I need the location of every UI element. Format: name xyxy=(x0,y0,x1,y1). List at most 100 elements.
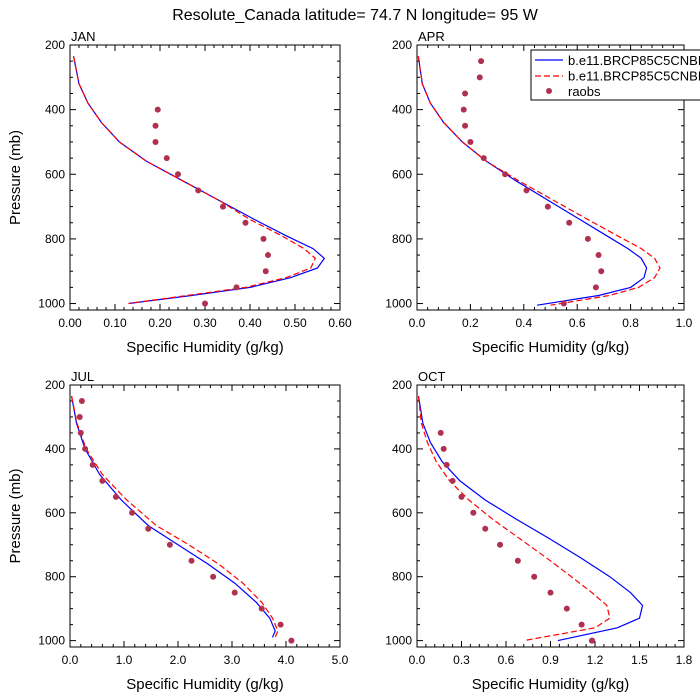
plot-frame xyxy=(416,384,685,648)
panel-jul: 0.0 1.0 2.0 3.0 4.0 5.0 200 400 600 800 1000 JUL Spe… xyxy=(7,369,349,693)
plot-frame xyxy=(69,384,341,648)
x-axis-label: Specific Humidity (g/kg) xyxy=(126,676,284,693)
x-tick-label: 0.10 xyxy=(103,316,127,330)
x-axis-label: Specific Humidity (g/kg) xyxy=(472,339,630,356)
y-tick-label: 200 xyxy=(45,378,65,392)
raobs-point xyxy=(544,203,551,210)
panel-label: JAN xyxy=(71,29,96,44)
x-axis-label: Specific Humidity (g/kg) xyxy=(126,339,284,356)
x-tick-label: 0.40 xyxy=(238,316,262,330)
y-tick-label: 400 xyxy=(45,103,65,117)
raobs-point xyxy=(592,284,599,291)
x-tick-label: 1.8 xyxy=(676,653,693,667)
plot-area xyxy=(417,56,661,307)
x-tick-label: 5.0 xyxy=(332,653,349,667)
plot-frame xyxy=(416,44,685,311)
plot-frame xyxy=(69,44,341,311)
x-tick-label: 1.2 xyxy=(587,653,604,667)
raobs-point xyxy=(77,429,84,436)
panel-label: APR xyxy=(418,29,445,44)
plot-area xyxy=(73,56,326,307)
raobs-point xyxy=(242,219,249,226)
raobs-point xyxy=(152,138,159,145)
panel-oct: 0.0 0.3 0.6 0.9 1.2 1.5 1.8 200 400 600 800 1000 OCT… xyxy=(385,369,692,693)
raobs-point xyxy=(78,397,85,404)
raobs-point xyxy=(595,252,602,259)
legend: b.e11.BRCP85C5CNBDRDb.e11.BRCP85C5CNBDRD… xyxy=(530,49,700,101)
raobs-point xyxy=(478,58,485,65)
y-axis-label: Pressure (mb) xyxy=(7,130,24,225)
raobs-point xyxy=(437,429,444,436)
legend-swatch-point xyxy=(546,88,552,94)
y-tick-label: 600 xyxy=(45,167,65,181)
raobs-point xyxy=(449,477,456,484)
series-line-solid xyxy=(417,396,644,642)
y-tick-label: 800 xyxy=(392,232,412,246)
raobs-point xyxy=(163,155,170,162)
figure-title: Resolute_Canada latitude= 74.7 N longitu… xyxy=(172,7,538,24)
raobs-point xyxy=(440,445,447,452)
legend-entry-label: raobs xyxy=(568,84,601,99)
x-tick-label: 0.3 xyxy=(453,653,470,667)
y-tick-label: 1000 xyxy=(38,634,65,648)
x-tick-label: 0.20 xyxy=(148,316,172,330)
raobs-point xyxy=(460,106,467,113)
y-tick-label: 600 xyxy=(392,506,412,520)
x-tick-label: 0.8 xyxy=(622,316,639,330)
raobs-point xyxy=(262,268,269,275)
raobs-point xyxy=(82,445,89,452)
panels: 0.00 0.10 0.20 0.30 0.40 0.50 0.60 200 400 600 800… xyxy=(7,29,693,693)
plot-area xyxy=(417,396,644,644)
x-tick-label: 0.50 xyxy=(283,316,307,330)
x-tick-label: 0.0 xyxy=(409,653,426,667)
y-tick-label: 200 xyxy=(392,378,412,392)
y-tick-label: 800 xyxy=(45,570,65,584)
raobs-point xyxy=(258,605,265,612)
x-tick-label: 0.0 xyxy=(409,316,426,330)
raobs-point xyxy=(260,235,267,242)
raobs-point xyxy=(154,106,161,113)
raobs-point xyxy=(482,525,489,532)
raobs-point xyxy=(502,171,509,178)
raobs-point xyxy=(589,637,596,644)
raobs-point xyxy=(470,509,477,516)
raobs-point xyxy=(547,589,554,596)
raobs-point xyxy=(497,541,504,548)
series-line-solid xyxy=(73,56,326,305)
raobs-point xyxy=(152,122,159,129)
raobs-point xyxy=(443,461,450,468)
series-line-dashed xyxy=(71,396,279,638)
raobs-point xyxy=(566,219,573,226)
raobs-point xyxy=(231,589,238,596)
raobs-point xyxy=(195,187,202,194)
panel-apr: 0.0 0.2 0.4 0.6 0.8 1.0 200 400 600 800 1000 APR Spe… xyxy=(385,29,692,356)
raobs-point xyxy=(99,477,106,484)
series-line-solid xyxy=(71,396,276,638)
x-tick-label: 1.5 xyxy=(631,653,648,667)
raobs-point xyxy=(598,268,605,275)
x-tick-label: 0.2 xyxy=(462,316,479,330)
raobs-point xyxy=(288,637,295,644)
raobs-point xyxy=(89,461,96,468)
raobs-point xyxy=(277,621,284,628)
y-axis-label: Pressure (mb) xyxy=(7,468,24,563)
series-line-dashed xyxy=(73,56,317,305)
raobs-point xyxy=(560,300,567,307)
raobs-point xyxy=(462,122,469,129)
y-tick-label: 1000 xyxy=(38,297,65,311)
raobs-point xyxy=(265,252,271,259)
raobs-point xyxy=(462,90,469,97)
y-tick-label: 400 xyxy=(45,442,65,456)
raobs-point xyxy=(188,557,195,564)
panel-jan: 0.00 0.10 0.20 0.30 0.40 0.50 0.60 200 400 600 800… xyxy=(7,29,352,356)
raobs-point xyxy=(563,605,570,612)
raobs-point xyxy=(458,493,465,500)
y-tick-label: 1000 xyxy=(385,634,412,648)
x-tick-label: 0.0 xyxy=(62,653,79,667)
raobs-point xyxy=(584,235,591,242)
panel-label: OCT xyxy=(418,369,446,384)
x-axis-label: Specific Humidity (g/kg) xyxy=(472,676,630,693)
plot-area xyxy=(71,396,295,644)
raobs-point xyxy=(145,525,152,532)
